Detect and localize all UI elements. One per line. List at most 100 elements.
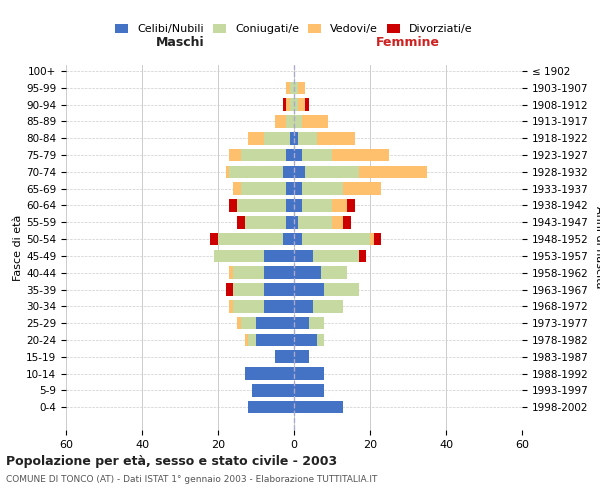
Bar (283, 233, 294, 245)
Bar (245, 216, 286, 228)
Bar (290, 82, 294, 94)
Bar (211, 233, 218, 245)
Bar (305, 166, 359, 178)
Bar (325, 283, 359, 296)
Bar (283, 98, 286, 111)
Bar (302, 182, 343, 195)
Bar (370, 233, 374, 245)
Bar (263, 132, 290, 144)
Y-axis label: Fasce di età: Fasce di età (13, 214, 23, 280)
Bar (248, 132, 263, 144)
Bar (263, 266, 294, 279)
Bar (226, 283, 233, 296)
Bar (286, 182, 294, 195)
Bar (320, 266, 347, 279)
Bar (294, 115, 302, 128)
Bar (286, 98, 290, 111)
Bar (248, 401, 294, 413)
Bar (218, 233, 283, 245)
Bar (256, 317, 294, 330)
Text: Femmine: Femmine (376, 36, 440, 49)
Bar (237, 199, 286, 212)
Bar (286, 82, 290, 94)
Bar (343, 216, 351, 228)
Bar (245, 334, 248, 346)
Bar (214, 250, 263, 262)
Bar (359, 166, 427, 178)
Bar (294, 334, 317, 346)
Bar (229, 266, 233, 279)
Bar (263, 250, 294, 262)
Bar (347, 199, 355, 212)
Bar (248, 334, 256, 346)
Bar (294, 182, 302, 195)
Bar (302, 233, 370, 245)
Bar (294, 300, 313, 312)
Bar (241, 317, 256, 330)
Bar (233, 266, 263, 279)
Bar (309, 317, 325, 330)
Bar (302, 149, 332, 162)
Bar (305, 98, 309, 111)
Bar (317, 132, 355, 144)
Bar (298, 82, 305, 94)
Bar (283, 166, 294, 178)
Bar (226, 166, 229, 178)
Bar (294, 250, 313, 262)
Bar (294, 384, 325, 396)
Text: Maschi: Maschi (155, 36, 205, 49)
Bar (294, 166, 305, 178)
Bar (275, 350, 294, 363)
Bar (229, 199, 237, 212)
Bar (298, 216, 332, 228)
Bar (233, 283, 263, 296)
Bar (294, 199, 302, 212)
Bar (332, 149, 389, 162)
Bar (294, 82, 298, 94)
Bar (290, 98, 294, 111)
Bar (245, 367, 294, 380)
Y-axis label: Anni di nascita: Anni di nascita (594, 206, 600, 289)
Bar (332, 216, 343, 228)
Legend: Celibi/Nubili, Coniugati/e, Vedovi/e, Divorziati/e: Celibi/Nubili, Coniugati/e, Vedovi/e, Di… (111, 20, 477, 39)
Bar (294, 149, 302, 162)
Text: COMUNE DI TONCO (AT) - Dati ISTAT 1° gennaio 2003 - Elaborazione TUTTITALIA.IT: COMUNE DI TONCO (AT) - Dati ISTAT 1° gen… (6, 475, 377, 484)
Bar (286, 216, 294, 228)
Bar (263, 283, 294, 296)
Bar (233, 182, 241, 195)
Bar (298, 98, 305, 111)
Bar (302, 115, 328, 128)
Bar (229, 149, 241, 162)
Bar (343, 182, 382, 195)
Bar (263, 300, 294, 312)
Bar (290, 132, 294, 144)
Bar (294, 367, 325, 380)
Bar (286, 199, 294, 212)
Bar (256, 334, 294, 346)
Bar (294, 98, 298, 111)
Bar (229, 300, 233, 312)
Bar (237, 216, 245, 228)
Bar (275, 115, 286, 128)
Bar (359, 250, 366, 262)
Bar (294, 317, 309, 330)
Bar (302, 199, 332, 212)
Bar (294, 350, 309, 363)
Bar (294, 216, 298, 228)
Bar (294, 233, 302, 245)
Bar (241, 149, 286, 162)
Bar (313, 250, 359, 262)
Bar (294, 132, 298, 144)
Bar (332, 199, 347, 212)
Bar (298, 132, 317, 144)
Bar (241, 182, 286, 195)
Bar (294, 266, 320, 279)
Bar (317, 334, 325, 346)
Bar (233, 300, 263, 312)
Bar (286, 149, 294, 162)
Text: Popolazione per età, sesso e stato civile - 2003: Popolazione per età, sesso e stato civil… (6, 455, 337, 468)
Bar (286, 115, 294, 128)
Bar (237, 317, 241, 330)
Bar (374, 233, 382, 245)
Bar (252, 384, 294, 396)
